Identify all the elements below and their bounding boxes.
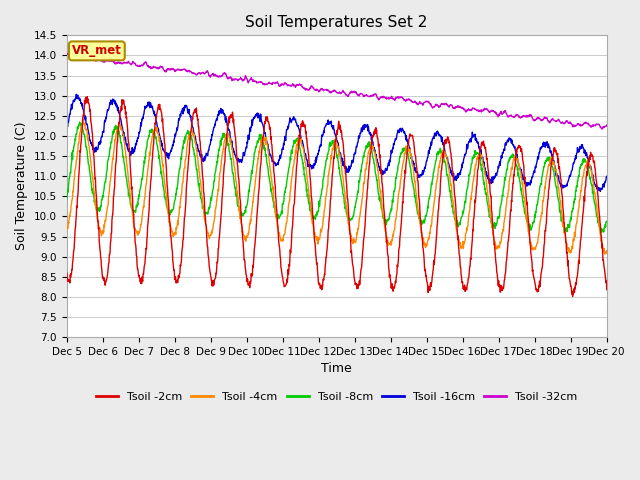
Y-axis label: Soil Temperature (C): Soil Temperature (C) [15, 122, 28, 251]
Title: Soil Temperatures Set 2: Soil Temperatures Set 2 [246, 15, 428, 30]
X-axis label: Time: Time [321, 362, 352, 375]
Legend: Tsoil -2cm, Tsoil -4cm, Tsoil -8cm, Tsoil -16cm, Tsoil -32cm: Tsoil -2cm, Tsoil -4cm, Tsoil -8cm, Tsoi… [92, 388, 582, 407]
Text: VR_met: VR_met [72, 44, 122, 58]
